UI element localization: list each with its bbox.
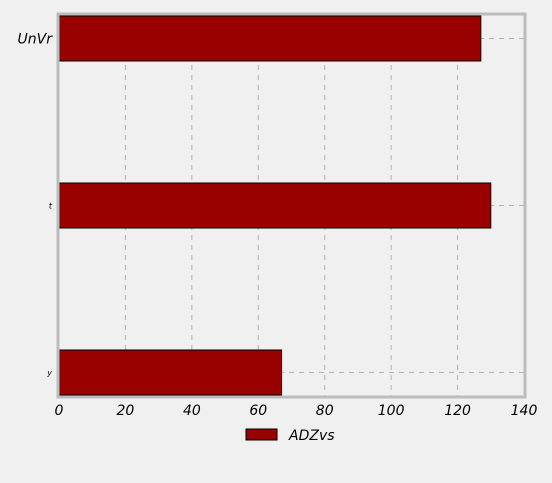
x-tick-label: 60	[249, 403, 267, 419]
x-tick-label: 120	[444, 403, 471, 419]
y-tick-label-y: y	[46, 369, 52, 378]
x-tick-label: 20	[117, 403, 135, 419]
plot-frame	[56, 12, 527, 399]
bar-y	[58, 349, 283, 396]
bar-t	[58, 182, 492, 229]
bar-UnVr	[58, 15, 482, 62]
x-tick-label: 80	[316, 403, 334, 419]
legend-label: ADZvs	[288, 428, 335, 444]
legend-swatch	[245, 428, 278, 441]
x-tick-label: 40	[183, 403, 201, 419]
y-axis-tick-labels: UnVr t y	[18, 32, 54, 378]
x-tick-label: 140	[511, 403, 538, 419]
x-axis-tick-labels: 0 20 40 60 80 100 120 140	[55, 403, 538, 419]
x-tick-label: 100	[378, 403, 405, 419]
x-tick-label: 0	[55, 403, 64, 419]
y-tick-label-t: t	[49, 202, 53, 211]
plot-border	[56, 12, 527, 399]
y-tick-label-UnVr: UnVr	[18, 32, 54, 48]
legend: ADZvs	[245, 428, 335, 444]
